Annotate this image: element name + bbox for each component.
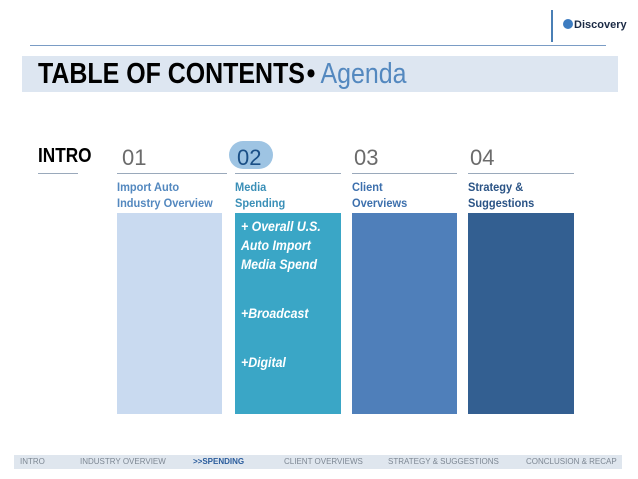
logo-text: Discovery xyxy=(574,19,627,31)
section-03-label-line: Client xyxy=(352,180,383,194)
section-04-rule xyxy=(468,173,574,174)
section-01-number: 01 xyxy=(122,145,147,170)
section-02-panel[interactable]: + Overall U.S. Auto Import Media Spend +… xyxy=(235,213,341,414)
section-01-label-line: Industry Overview xyxy=(117,196,213,210)
section-02-number: 02 xyxy=(237,145,262,170)
section-01-label: Import Auto Industry Overview xyxy=(117,179,213,211)
title-main: TABLE OF CONTENTS xyxy=(38,58,305,90)
section-03-rule xyxy=(352,173,457,174)
footer-nav-bar xyxy=(14,455,622,469)
footer-nav-intro[interactable]: INTRO xyxy=(20,457,45,466)
footer-nav-strategy[interactable]: STRATEGY & SUGGESTIONS xyxy=(388,457,499,466)
title-bullet: • xyxy=(306,58,316,90)
discovery-logo: Discovery xyxy=(563,19,627,31)
section-04-label-line: Suggestions xyxy=(468,196,535,210)
section-03-panel[interactable] xyxy=(352,213,457,414)
section-03-label: Client Overviews xyxy=(352,179,407,211)
section-02-label-line: Spending xyxy=(235,196,286,210)
section-02-label-line: Media xyxy=(235,180,267,194)
active-section-badge xyxy=(229,141,273,169)
section-03-number: 03 xyxy=(354,145,379,170)
section-02-label: Media Spending xyxy=(235,179,285,211)
footer-nav-industry-overview[interactable]: INDUSTRY OVERVIEW xyxy=(80,457,166,466)
section-03-label-line: Overviews xyxy=(352,196,408,210)
agenda-item-line: + Overall U.S. xyxy=(241,218,321,234)
footer-nav-conclusion[interactable]: CONCLUSION & RECAP xyxy=(526,457,617,466)
section-02-rule xyxy=(235,173,341,174)
globe-icon xyxy=(563,19,573,29)
section-04-label-line: Strategy & xyxy=(468,180,524,194)
title-band xyxy=(22,56,618,92)
section-04-number: 04 xyxy=(470,145,495,170)
section-01-panel[interactable] xyxy=(117,213,222,414)
title-agenda: Agenda xyxy=(320,58,407,90)
agenda-item-digital: +Digital xyxy=(241,354,286,370)
agenda-item-overall: + Overall U.S. Auto Import Media Spend xyxy=(241,217,321,274)
logo-divider xyxy=(551,10,553,42)
header-rule xyxy=(30,45,606,46)
footer-nav-spending[interactable]: >>SPENDING xyxy=(193,457,245,466)
section-04-panel[interactable] xyxy=(468,213,574,414)
section-01-label-line: Import Auto xyxy=(117,180,180,194)
page-title: TABLE OF CONTENTS• Agenda xyxy=(38,57,407,91)
agenda-item-broadcast: +Broadcast xyxy=(241,305,309,321)
section-04-label: Strategy & Suggestions xyxy=(468,179,534,211)
footer-nav-client-overviews[interactable]: CLIENT OVERVIEWS xyxy=(284,457,363,466)
agenda-item-line: Media Spend xyxy=(241,256,317,272)
section-01-rule xyxy=(117,173,227,174)
agenda-item-line: Auto Import xyxy=(241,237,311,253)
section-intro-rule xyxy=(38,173,78,174)
section-intro-label: INTRO xyxy=(38,145,92,167)
